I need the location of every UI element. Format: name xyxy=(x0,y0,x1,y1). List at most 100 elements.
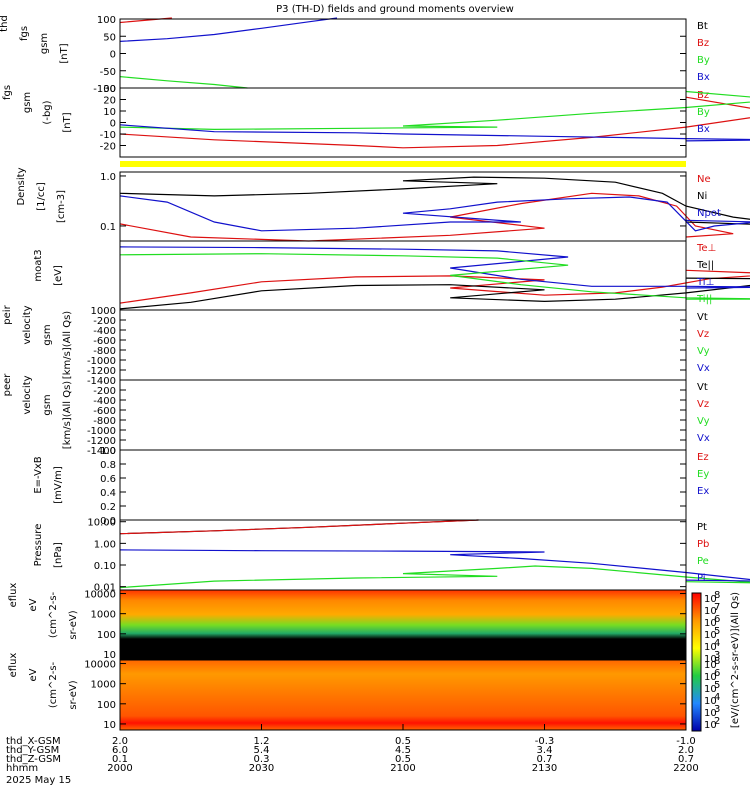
legend-Npot: Npot xyxy=(697,208,721,219)
colorbar-tick: 10 xyxy=(704,642,717,653)
y-tick-label: 10000 xyxy=(84,590,116,601)
x-row-value: 5.4 xyxy=(254,745,270,756)
series-line-Pb xyxy=(119,519,479,535)
y-axis-label: gsm xyxy=(39,33,50,54)
y-axis-label: [km/s](All Qs) xyxy=(62,311,73,379)
panel-density: Ne Ni Npot 1.0 0.1 Density [1/cc] [cm-3] xyxy=(16,167,750,242)
y-tick-label: 0.8 xyxy=(100,460,116,471)
heatmap-field xyxy=(120,660,686,730)
legend-Ni: Ni xyxy=(697,191,707,202)
y-tick-label: 100 xyxy=(97,15,116,26)
x-row-value: 2130 xyxy=(532,763,557,774)
x-row-value: 2000 xyxy=(107,763,132,774)
y-tick-label: 0.01 xyxy=(94,583,116,594)
series-line-By xyxy=(119,76,248,89)
series-line-Bz xyxy=(119,96,750,149)
y-axis-label: sr-eV) xyxy=(68,680,79,709)
y-axis-label: moat3 xyxy=(33,249,44,281)
legend-Ne: Ne xyxy=(697,174,711,185)
colorbar-exp: 6 xyxy=(714,668,720,679)
colorbar-exp: 6 xyxy=(714,614,720,625)
legend-By: By xyxy=(697,55,710,66)
panel-frame xyxy=(119,87,687,158)
y-axis-label: (cm^2-s- xyxy=(48,661,59,708)
y-axis-label: eV xyxy=(28,598,39,611)
x-row-label: thd_Z-GSM xyxy=(6,754,61,765)
y-axis-label: eV xyxy=(28,668,39,681)
x-row-value: 2.0 xyxy=(112,736,128,747)
y-tick-label: -400 xyxy=(93,326,116,337)
y-tick-label: 10000 xyxy=(84,660,116,671)
legend-Bx: Bx xyxy=(697,124,710,135)
x-row-label: thd_Y-GSM xyxy=(6,745,59,756)
x-row-value: 0.7 xyxy=(678,754,694,765)
series-line-Npot xyxy=(119,195,750,232)
series-line-Ni xyxy=(119,176,750,225)
colorbar-tick: 10 xyxy=(704,684,717,695)
y-tick-label: -800 xyxy=(93,346,116,357)
y-axis-label: [mV/m] xyxy=(53,466,64,504)
y-axis-label: peir xyxy=(2,304,13,324)
legend-Pb: Pb xyxy=(697,539,709,550)
legend-Vx: Vx xyxy=(697,433,710,444)
series-line-Pi xyxy=(119,549,750,582)
x-row-value: 0.5 xyxy=(395,736,411,747)
y-axis-label: [km/s](All Qs) xyxy=(62,381,73,449)
x-row-value: 0.5 xyxy=(395,754,411,765)
legend-Vy: Vy xyxy=(697,346,710,357)
x-row-value: 2200 xyxy=(673,763,698,774)
y-tick-label: 20 xyxy=(103,96,116,107)
x-row-value: 6.0 xyxy=(112,745,128,756)
panel-efield: Ez Ey Ex 1.0 0.8 0.6 0.4 0.2 0.0 E=-VxB [mV/m] xyxy=(33,446,709,527)
y-tick-label: 0.6 xyxy=(100,474,116,485)
y-tick-label: 1000 xyxy=(91,610,116,621)
legend-Vt: Vt xyxy=(697,312,708,323)
y-tick-label: 100 xyxy=(97,630,116,641)
y-tick-label: -10 xyxy=(100,130,116,141)
y-tick-label: 0.0 xyxy=(100,516,116,527)
colorbar-exp: 4 xyxy=(714,638,720,649)
x-row-value: -1.0 xyxy=(676,736,696,747)
series-line-By xyxy=(119,90,750,131)
x-row-value: 4.5 xyxy=(395,745,411,756)
y-tick-label: -1000 xyxy=(87,426,116,437)
x-row-value: 1.2 xyxy=(254,736,270,747)
y-axis-label: [cm-3] xyxy=(56,190,67,223)
y-tick-label: 10 xyxy=(103,720,116,731)
series-line-Ti|| xyxy=(119,253,750,300)
colorbar-tick: 10 xyxy=(704,630,717,641)
legend-Bt: Bt xyxy=(697,21,708,32)
y-tick-label: -20 xyxy=(100,142,116,153)
y-tick-label: 1000 xyxy=(91,306,116,317)
colorbar-tick: 10 xyxy=(704,672,717,683)
y-axis-label: peer xyxy=(2,373,13,397)
legend-Vt: Vt xyxy=(697,382,708,393)
y-axis-label: (-bg) xyxy=(42,100,53,124)
y-axis-label: [1/cc] xyxy=(36,182,47,211)
x-row-label: thd_X-GSM xyxy=(6,736,61,747)
y-tick-label: 0 xyxy=(110,119,116,130)
legend-Vz: Vz xyxy=(697,329,709,340)
legend-Ez: Ez xyxy=(697,452,709,463)
colorbar-tick: 10 xyxy=(704,594,717,605)
y-tick-label: -200 xyxy=(93,386,116,397)
legend-Pt: Pt xyxy=(697,522,707,533)
colorbar-label: [eV/(cm^2-s-sr-eV)](All Qs) xyxy=(730,592,741,728)
y-axis-label: fgs xyxy=(19,26,30,41)
series-line-Pe xyxy=(119,565,750,589)
y-tick-label: 10 xyxy=(103,107,116,118)
colorbar-tick: 10 xyxy=(704,708,717,719)
x-row-value: 0.3 xyxy=(254,754,270,765)
y-tick-label: 100 xyxy=(97,700,116,711)
x-row-value: 2.0 xyxy=(678,745,694,756)
y-tick-label: 1000 xyxy=(91,680,116,691)
y-axis-label: (cm^2-s- xyxy=(48,591,59,638)
colorbar-tick: 10 xyxy=(704,654,717,665)
date-label: 2025 May 15 xyxy=(6,775,71,786)
series-line-Te|| xyxy=(119,277,750,310)
colorbar-tick: 10 xyxy=(704,606,717,617)
y-axis-label: velocity xyxy=(22,305,33,344)
